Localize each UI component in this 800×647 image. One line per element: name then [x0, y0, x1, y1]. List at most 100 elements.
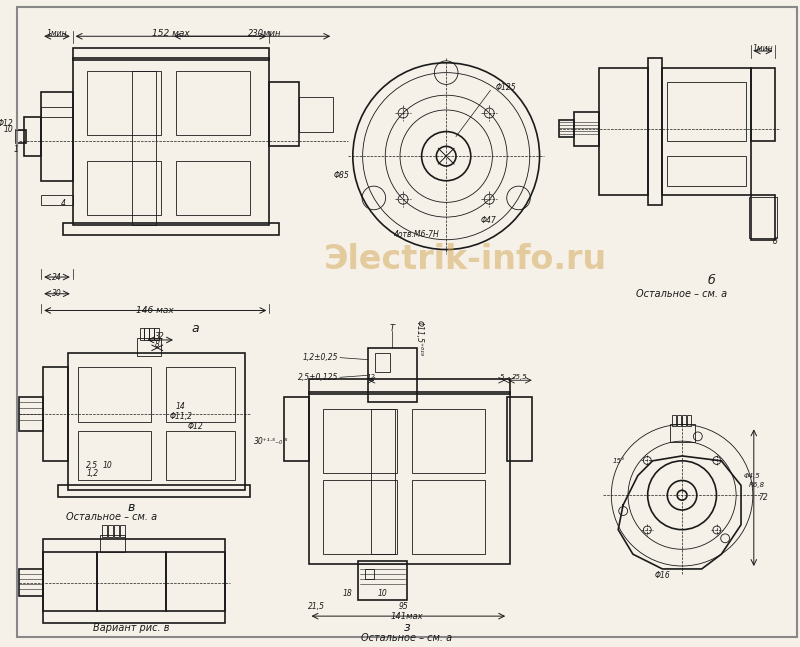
- Text: Φ47: Φ47: [481, 215, 496, 225]
- Text: 30⁺¹·⁵₋₀·⁵: 30⁺¹·⁵₋₀·⁵: [254, 437, 289, 446]
- Text: 1мин: 1мин: [752, 43, 773, 52]
- Text: 141мах: 141мах: [390, 611, 423, 620]
- Text: 25,5: 25,5: [512, 375, 528, 380]
- Bar: [270, 82, 298, 146]
- Bar: [412, 409, 486, 472]
- Bar: [284, 397, 309, 461]
- Text: 8: 8: [155, 340, 160, 349]
- Bar: [87, 161, 161, 215]
- Bar: [42, 195, 73, 205]
- Text: T: T: [390, 324, 394, 333]
- Text: 30: 30: [52, 289, 62, 298]
- Bar: [42, 107, 73, 117]
- Text: 32: 32: [155, 331, 165, 340]
- Text: Вариант рис. в: Вариант рис. в: [94, 623, 170, 633]
- Text: Φ125: Φ125: [495, 83, 516, 92]
- Bar: [598, 68, 648, 195]
- Bar: [102, 525, 107, 536]
- Bar: [58, 485, 250, 497]
- Bar: [677, 415, 681, 426]
- Text: 1: 1: [14, 145, 18, 154]
- Bar: [23, 117, 42, 156]
- Bar: [87, 71, 161, 135]
- Bar: [375, 353, 390, 373]
- Bar: [365, 569, 374, 579]
- Bar: [648, 58, 662, 205]
- Text: б: б: [773, 237, 778, 246]
- Text: 72: 72: [758, 493, 769, 501]
- Bar: [667, 82, 746, 142]
- Bar: [672, 415, 676, 426]
- Bar: [166, 553, 225, 611]
- Text: 10: 10: [102, 461, 112, 470]
- Bar: [154, 328, 159, 340]
- Bar: [114, 525, 119, 536]
- Bar: [132, 71, 156, 225]
- Bar: [682, 415, 686, 426]
- Bar: [43, 553, 98, 611]
- Bar: [150, 328, 154, 340]
- Bar: [108, 525, 113, 536]
- Text: 21,5: 21,5: [308, 602, 325, 611]
- Text: 10: 10: [4, 125, 14, 134]
- Bar: [574, 112, 598, 146]
- Bar: [137, 338, 161, 356]
- Text: Φ4,5: Φ4,5: [744, 472, 761, 479]
- Text: Остальное – см. а: Остальное – см. а: [637, 289, 728, 299]
- Bar: [42, 93, 73, 181]
- Bar: [68, 353, 245, 490]
- Text: 1,2: 1,2: [86, 469, 98, 478]
- Text: Φ16: Φ16: [654, 571, 670, 580]
- Bar: [18, 569, 43, 597]
- Bar: [412, 481, 486, 554]
- Bar: [176, 161, 250, 215]
- Bar: [370, 409, 395, 554]
- Text: 1мин: 1мин: [46, 29, 67, 38]
- Bar: [309, 392, 510, 564]
- Text: 24: 24: [52, 272, 62, 281]
- Bar: [298, 97, 333, 131]
- Text: 95: 95: [399, 602, 409, 611]
- Text: 2,5±0,125: 2,5±0,125: [298, 373, 338, 382]
- Text: 4отв.М6-7Н: 4отв.М6-7Н: [394, 230, 439, 239]
- Text: Остальное – см. а: Остальное – см. а: [66, 512, 158, 522]
- Bar: [166, 432, 235, 481]
- Bar: [43, 367, 68, 461]
- Text: Φ85: Φ85: [333, 171, 349, 181]
- Bar: [18, 397, 43, 432]
- Bar: [78, 432, 151, 481]
- Bar: [176, 71, 250, 135]
- Bar: [559, 120, 574, 138]
- Text: Φ11,2: Φ11,2: [170, 412, 192, 421]
- Bar: [166, 367, 235, 422]
- Bar: [139, 328, 145, 340]
- Bar: [367, 348, 417, 402]
- Bar: [323, 481, 397, 554]
- Bar: [751, 195, 775, 239]
- Text: 152 мах: 152 мах: [152, 29, 190, 38]
- Bar: [507, 397, 532, 461]
- Bar: [323, 409, 397, 472]
- Bar: [309, 379, 510, 394]
- Bar: [43, 540, 225, 623]
- Text: 15°: 15°: [613, 458, 625, 464]
- Bar: [358, 561, 407, 600]
- Text: Φ11,5⁺⁶¹⁹: Φ11,5⁺⁶¹⁹: [414, 320, 424, 356]
- Text: Φ12: Φ12: [0, 119, 14, 128]
- Text: 18: 18: [343, 589, 353, 598]
- Text: б: б: [708, 274, 715, 287]
- Bar: [73, 58, 270, 225]
- Text: 146 мах: 146 мах: [136, 306, 174, 315]
- Bar: [98, 553, 166, 611]
- Text: 12: 12: [367, 375, 376, 380]
- Bar: [751, 68, 775, 142]
- Bar: [63, 223, 279, 235]
- Bar: [78, 367, 151, 422]
- Text: Φ12: Φ12: [188, 422, 203, 431]
- Bar: [749, 197, 778, 237]
- Text: 2,5: 2,5: [86, 461, 98, 470]
- Bar: [145, 328, 150, 340]
- Text: R6,8: R6,8: [749, 483, 765, 488]
- Text: 10: 10: [378, 589, 387, 598]
- Text: Остальное – см. а: Остальное – см. а: [362, 633, 453, 642]
